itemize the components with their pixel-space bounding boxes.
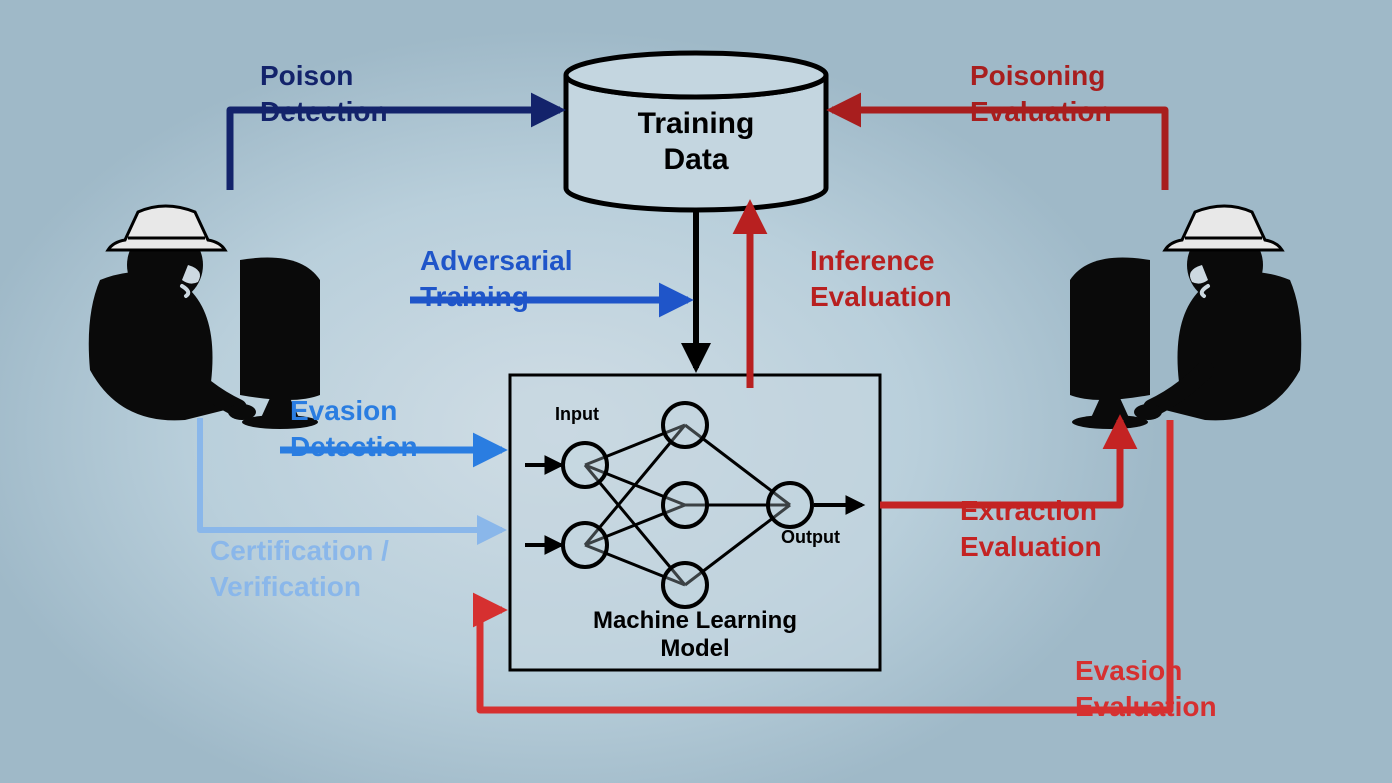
model-title-l2: Model: [660, 635, 729, 662]
diagram-stage: TrainingDataInputOutputMachine LearningM…: [0, 0, 1392, 783]
label-inference_eval-l1: Inference: [810, 245, 935, 276]
attacker-figure: [1070, 206, 1301, 429]
model-title-l1: Machine Learning: [593, 607, 797, 634]
label-poisoning_eval-l1: Poisoning: [970, 60, 1105, 91]
diagram-svg: TrainingDataInputOutputMachine LearningM…: [0, 0, 1392, 783]
label-adversarial_training-l1: Adversarial: [420, 245, 573, 276]
output-label: Output: [781, 527, 840, 547]
input-label: Input: [555, 404, 599, 424]
training-data-cylinder: TrainingData: [566, 53, 826, 210]
label-inference_eval-l2: Evaluation: [810, 281, 952, 312]
label-poison_detection-l2: Detection: [260, 96, 388, 127]
label-adversarial_training-l2: Training: [420, 281, 529, 312]
label-extraction_eval-l1: Extraction: [960, 495, 1097, 526]
label-evasion_detection-l1: Evasion: [290, 395, 397, 426]
label-certification-l2: Verification: [210, 571, 361, 602]
label-evasion_detection-l2: Detection: [290, 431, 418, 462]
label-poison_detection-l1: Poison: [260, 60, 353, 91]
cylinder-title-l2: Data: [663, 143, 728, 176]
label-certification-l1: Certification /: [210, 535, 389, 566]
arrow-extraction_eval: [880, 420, 1120, 505]
defender-figure: [89, 206, 320, 429]
cylinder-title-l1: Training: [638, 107, 755, 140]
label-evasion_eval-l2: Evaluation: [1075, 691, 1217, 722]
ml-model-box: Input Output Machine LearningModel: [510, 375, 880, 670]
label-poisoning_eval-l2: Evaluation: [970, 96, 1112, 127]
label-extraction_eval-l2: Evaluation: [960, 531, 1102, 562]
label-evasion_eval-l1: Evasion: [1075, 655, 1182, 686]
